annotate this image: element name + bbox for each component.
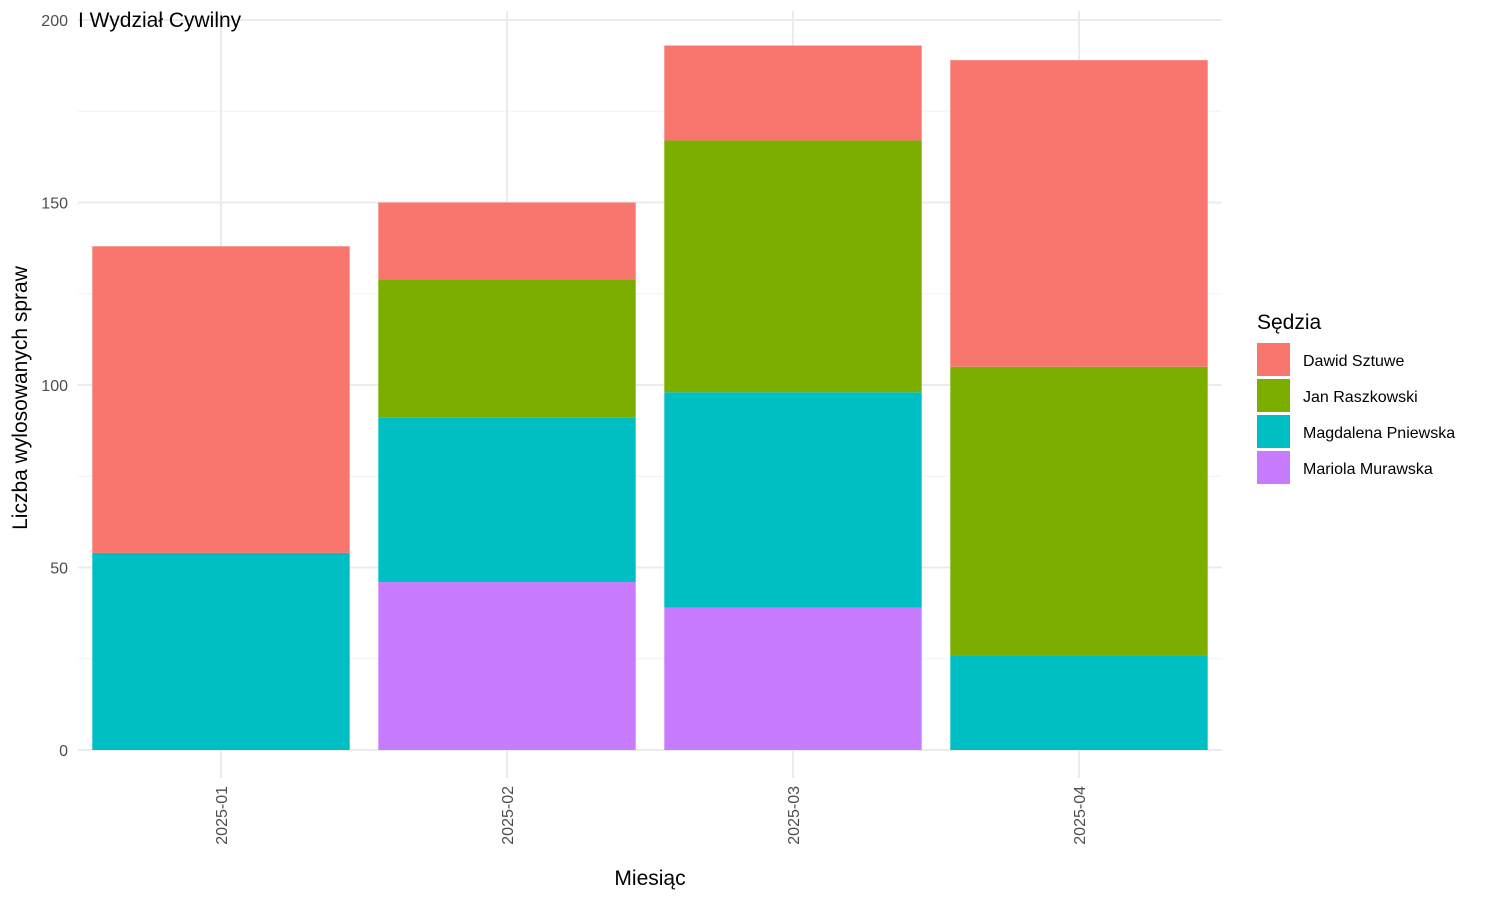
bar-segment	[378, 417, 636, 583]
y-tick-label: 100	[41, 378, 68, 395]
y-tick-label: 150	[41, 196, 68, 213]
bar-segment	[664, 392, 922, 608]
bar-segment	[92, 552, 350, 750]
y-axis-title: Liczba wylosowanych spraw	[9, 265, 32, 530]
bar-segment	[92, 246, 350, 553]
x-tick-label: 2025-04	[1072, 786, 1089, 845]
bar-segment	[664, 45, 922, 141]
y-tick-label: 200	[41, 13, 68, 30]
y-tick-label: 50	[50, 561, 68, 578]
bar-segment	[378, 279, 636, 418]
x-tick-labels: 2025-01 2025-02 2025-03 2025-04	[214, 786, 1089, 845]
y-tick-label: 0	[59, 743, 68, 760]
legend-label: Magdalena Pniewska	[1303, 425, 1455, 442]
x-tick-label: 2025-03	[786, 786, 803, 845]
legend-items: Dawid Sztuwe Jan Raszkowski Magdalena Pnie…	[1257, 343, 1455, 484]
bar-segment	[664, 607, 922, 750]
x-tick-label: 2025-02	[500, 786, 517, 845]
legend-key	[1257, 379, 1290, 412]
legend-key	[1257, 451, 1290, 484]
legend-label: Dawid Sztuwe	[1303, 353, 1404, 370]
bar-segment	[664, 140, 922, 393]
bar-segment	[950, 655, 1208, 750]
chart-title: I Wydział Cywilny	[78, 9, 242, 32]
legend: Sędzia Dawid Sztuwe Jan Raszkowski Magdale…	[1257, 311, 1455, 484]
x-tick-label: 2025-01	[214, 786, 231, 845]
legend-key	[1257, 343, 1290, 376]
legend-title: Sędzia	[1257, 311, 1322, 334]
bar-segment	[950, 60, 1208, 367]
y-tick-labels: 0 50 100 150 200	[41, 13, 68, 760]
bar-segment	[950, 366, 1208, 656]
bar-segment	[378, 202, 636, 280]
legend-key	[1257, 415, 1290, 448]
x-axis-title: Miesiąc	[614, 867, 685, 890]
legend-label: Jan Raszkowski	[1303, 389, 1418, 406]
bar-segment	[378, 582, 636, 750]
legend-label: Mariola Murawska	[1303, 461, 1433, 478]
bars-layer	[92, 45, 1208, 750]
